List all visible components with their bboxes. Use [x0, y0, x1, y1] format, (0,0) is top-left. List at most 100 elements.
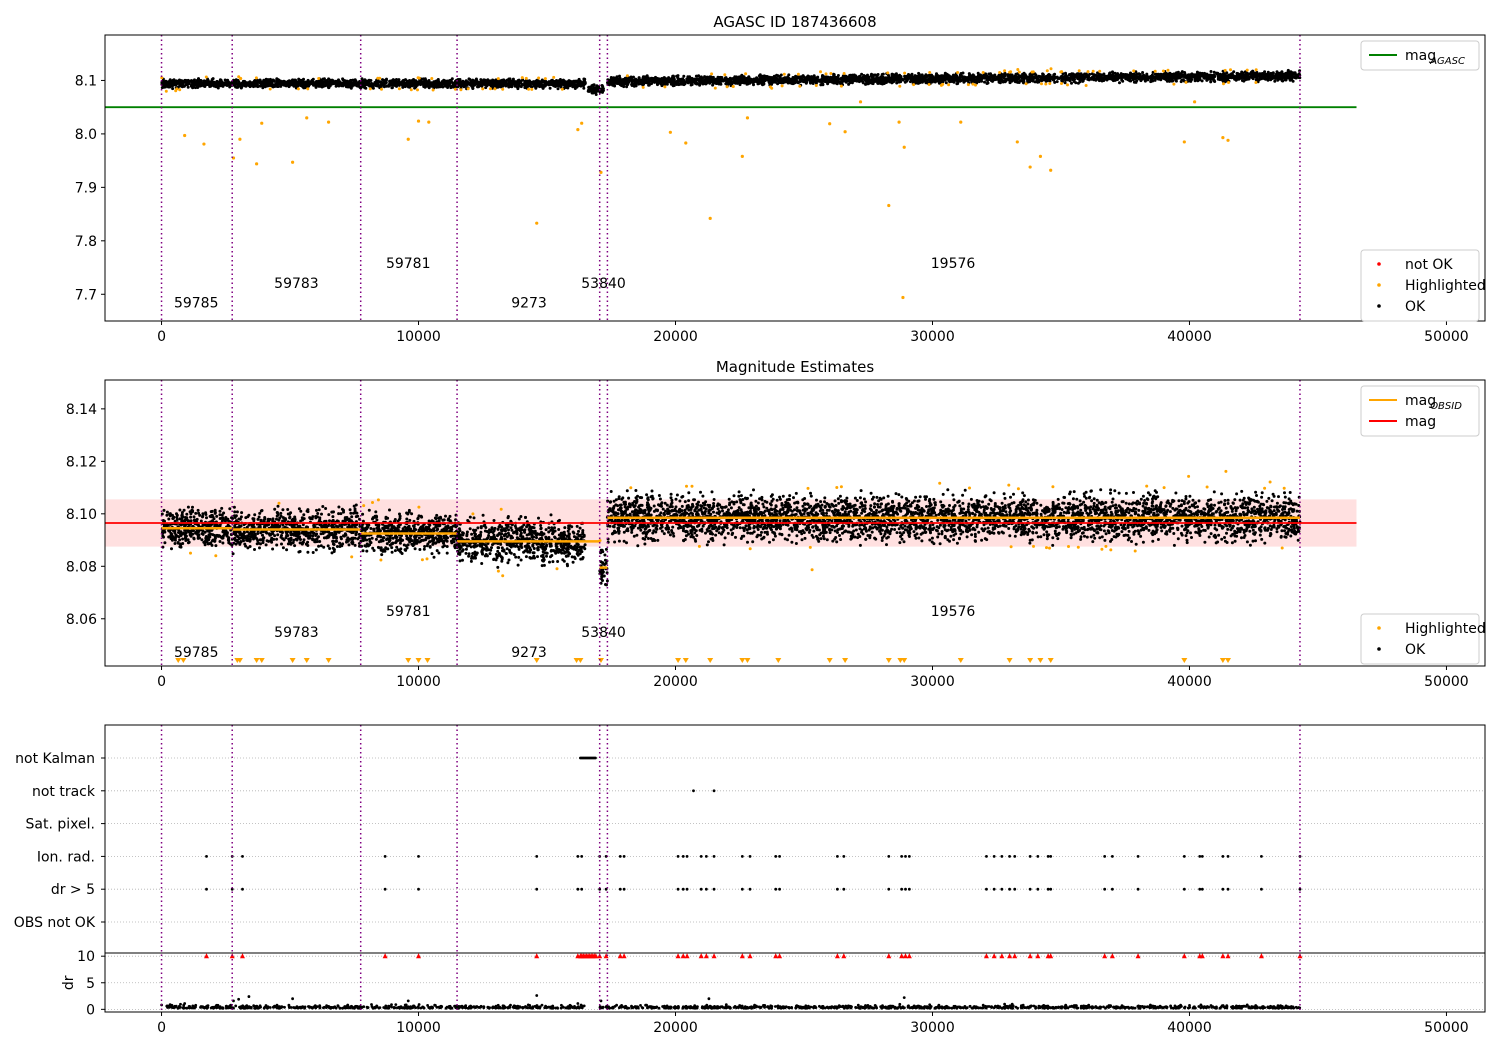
ok-point	[1119, 75, 1122, 79]
highlighted-point	[530, 87, 534, 91]
ok-point	[420, 81, 424, 85]
ok-point	[479, 78, 483, 82]
ok-point	[461, 79, 465, 83]
ok-point	[996, 77, 1000, 81]
ok-point	[997, 73, 1001, 77]
ok-point	[415, 82, 419, 86]
ok-point	[804, 81, 808, 85]
ok-point	[382, 85, 386, 89]
ok-point	[593, 86, 597, 90]
ok-point	[582, 86, 586, 90]
ok-point	[1135, 79, 1139, 83]
highlighted-outlier-point	[1226, 138, 1230, 142]
highlighted-point	[1229, 68, 1232, 72]
ok-point	[576, 79, 579, 83]
ok-point	[313, 82, 317, 86]
ok-point	[388, 79, 392, 83]
ok-point	[1137, 72, 1141, 76]
ok-point	[887, 74, 891, 78]
ok-point	[786, 75, 790, 79]
ok-point	[540, 83, 544, 87]
ok-point	[385, 77, 388, 81]
highlighted-point	[829, 72, 833, 75]
ok-point	[840, 77, 844, 81]
ok-point	[292, 80, 296, 84]
ok-point	[882, 77, 886, 81]
highlighted-outlier-point	[305, 116, 309, 120]
ok-point	[1071, 74, 1075, 78]
ok-point	[334, 79, 338, 83]
highlighted-point	[971, 82, 975, 86]
ok-point	[396, 81, 400, 85]
panel-1-ok-points	[160, 68, 1302, 96]
panel-agasc-magnitude: AGASC ID 187436608 597855978359781927353…	[75, 13, 1486, 345]
ok-point	[1129, 76, 1133, 80]
ok-point	[186, 82, 190, 86]
ok-point	[1065, 77, 1069, 81]
ok-point	[1213, 80, 1217, 83]
ok-point	[815, 76, 819, 80]
ok-point	[875, 76, 879, 80]
ok-point	[427, 86, 431, 90]
ok-point	[268, 77, 272, 81]
ok-point	[176, 80, 180, 84]
highlighted-outlier-point	[576, 128, 580, 132]
ok-point	[630, 81, 634, 85]
ok-point	[1053, 80, 1057, 84]
ok-point	[1275, 71, 1279, 75]
highlighted-point	[537, 76, 541, 80]
highlighted-point	[466, 87, 470, 91]
ok-point	[894, 78, 898, 82]
highlighted-point	[431, 88, 435, 92]
highlighted-point	[552, 75, 556, 79]
highlighted-point	[164, 89, 168, 93]
ok-point	[1221, 75, 1224, 79]
ok-point	[1006, 74, 1010, 78]
ok-point	[336, 83, 340, 87]
ok-point	[1142, 74, 1146, 78]
highlighted-point	[397, 87, 401, 91]
ok-point	[535, 81, 539, 85]
ok-point	[550, 80, 554, 84]
ok-point	[863, 75, 866, 79]
ok-point	[461, 83, 464, 87]
ok-point	[1222, 78, 1226, 82]
ok-point	[294, 83, 298, 87]
highlighted-outlier-point	[745, 116, 750, 120]
ok-point	[1180, 70, 1184, 74]
p1-ytick-label: 7.7	[75, 287, 97, 303]
ok-point	[1111, 74, 1115, 78]
ok-point	[1250, 72, 1254, 76]
ok-point	[742, 75, 746, 79]
ok-point	[675, 74, 679, 78]
ok-point	[792, 77, 796, 81]
ok-point	[319, 81, 323, 85]
ok-point	[1215, 72, 1219, 76]
highlighted-outlier-point	[1221, 136, 1225, 140]
ok-point	[1200, 79, 1204, 83]
ok-point	[397, 83, 401, 87]
ok-point	[538, 85, 542, 89]
highlighted-outlier-point	[1182, 140, 1186, 144]
ok-point	[1111, 70, 1114, 74]
ok-point	[364, 86, 368, 90]
ok-point	[450, 77, 454, 81]
ok-point	[728, 80, 732, 84]
ok-point	[557, 79, 561, 83]
ok-point	[1133, 74, 1137, 78]
highlighted-point	[723, 73, 727, 77]
ok-point	[706, 75, 710, 79]
highlighted-outlier-point	[1015, 140, 1019, 144]
ok-point	[556, 87, 560, 91]
highlighted-point	[1172, 82, 1176, 86]
ok-point	[412, 78, 416, 82]
ok-point	[893, 73, 897, 77]
highlighted-point	[368, 87, 372, 91]
highlighted-point	[493, 87, 497, 91]
ok-point	[276, 82, 280, 86]
highlighted-point	[306, 87, 310, 91]
ok-point	[709, 75, 713, 79]
ok-point	[563, 80, 567, 84]
ok-point	[1290, 74, 1294, 78]
ok-point	[548, 86, 552, 90]
